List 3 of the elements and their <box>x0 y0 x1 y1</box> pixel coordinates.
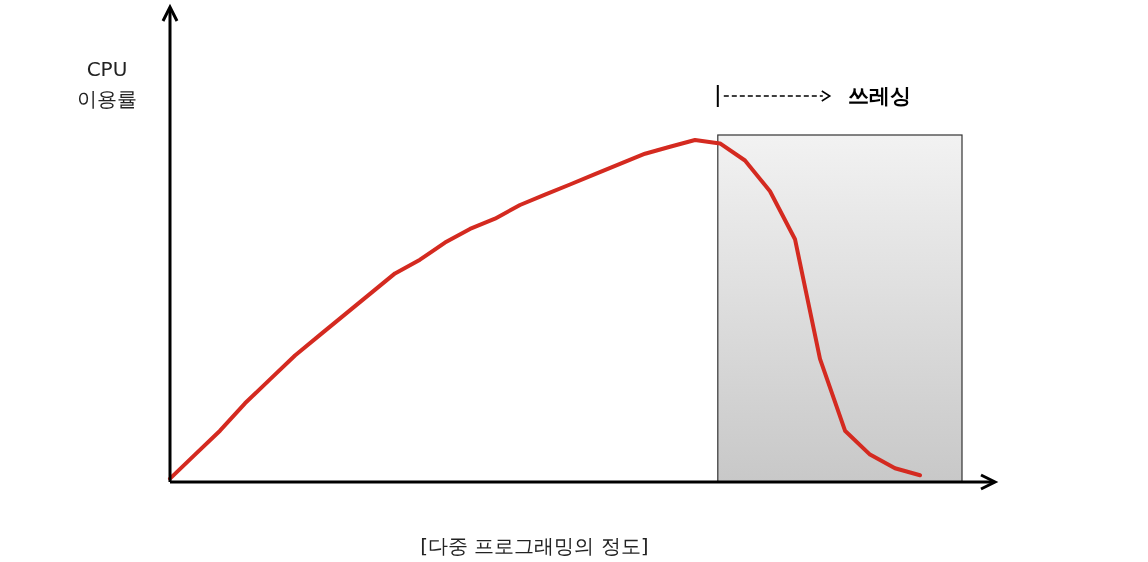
x-axis-title: [다중 프로그래밍의 정도] <box>420 534 649 558</box>
y-axis-title: CPU 이용률 <box>77 57 137 111</box>
text: 쓰레싱 <box>847 84 911 108</box>
